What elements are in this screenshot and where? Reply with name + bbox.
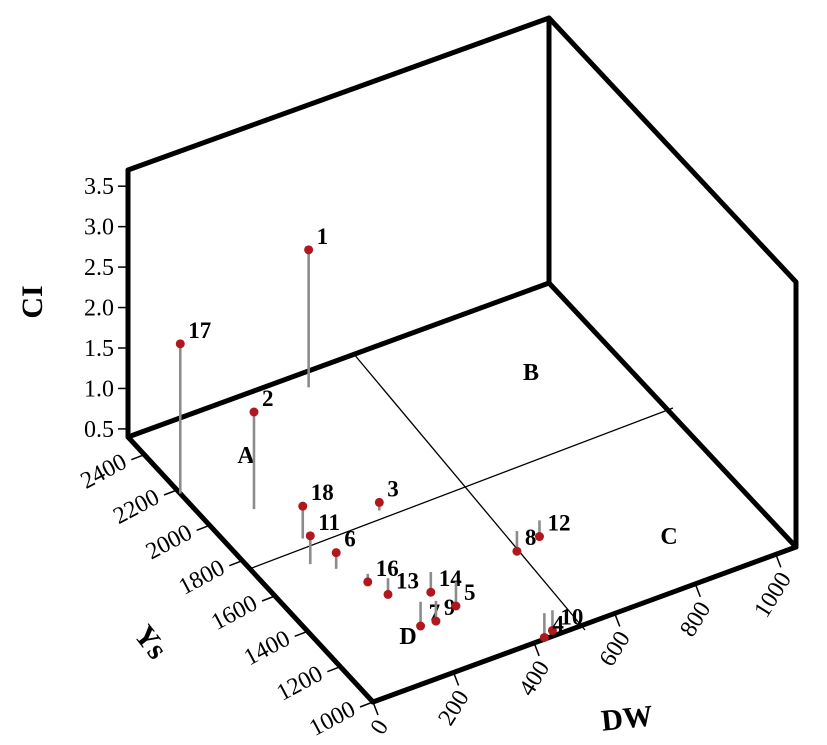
ys-tick <box>359 701 374 708</box>
dw-tick-label: 400 <box>514 656 555 700</box>
ys-tick <box>196 524 210 532</box>
ci-tick-label: 2.5 <box>84 255 114 281</box>
ys-tick <box>327 665 341 673</box>
point-label: 16 <box>376 556 399 581</box>
region-label-a: A <box>237 443 255 469</box>
ci-tick-label: 1.0 <box>84 376 114 402</box>
ci-tick-label: 1.5 <box>84 336 114 362</box>
data-point <box>331 548 341 558</box>
dw-tick-label: 1000 <box>749 568 796 622</box>
ys-tick <box>294 630 308 638</box>
ys-axis-title: Ys <box>127 619 174 666</box>
divider-dw-line <box>352 352 586 631</box>
floor-front-right-edge <box>370 544 799 705</box>
point-label: 13 <box>396 568 419 593</box>
dw-axis-title: DW <box>600 699 655 737</box>
region-label-c: C <box>660 524 677 550</box>
back-wall-left-edge <box>125 15 552 440</box>
dw-tick-label: 0 <box>366 715 394 739</box>
ys-tick-label: 1400 <box>240 626 295 671</box>
ci-tick-label: 0.5 <box>84 417 114 443</box>
data-point <box>304 245 314 255</box>
dw-tick <box>533 642 540 657</box>
dw-tick-label: 800 <box>675 597 716 641</box>
ys-tick-label: 1600 <box>207 590 262 635</box>
point-label: 10 <box>560 604 583 629</box>
ys-tick-label: 2200 <box>109 484 164 529</box>
point-label: 2 <box>262 386 274 411</box>
point-label: 9 <box>444 595 456 620</box>
dw-tick <box>372 701 379 716</box>
ys-tick-label: 2000 <box>142 520 197 565</box>
dw-tick <box>614 613 621 627</box>
point-label: 7 <box>429 600 441 625</box>
divider-ys-line <box>251 407 674 569</box>
data-point <box>175 339 185 349</box>
point-label: 1 <box>317 224 329 249</box>
data-point <box>534 532 544 542</box>
point-label: 14 <box>439 566 463 591</box>
ci-tick-label: 2.0 <box>84 296 114 322</box>
data-point <box>298 501 308 511</box>
point-label: 4 <box>552 611 564 636</box>
dw-tick <box>694 583 701 598</box>
data-point <box>249 407 259 417</box>
ys-tick <box>163 489 178 496</box>
point-label: 18 <box>311 480 334 505</box>
data-point <box>305 531 315 541</box>
floor-back-right-edge <box>546 280 799 550</box>
point-label: 8 <box>525 525 537 550</box>
data-point <box>363 577 373 587</box>
ci-axis-title: CI <box>16 285 49 318</box>
data-point <box>512 546 522 556</box>
ci-axis: 0.5 1.0 1.5 2.0 2.5 3.0 3.5 <box>84 174 128 443</box>
ci-tick-label: 3.0 <box>84 215 114 241</box>
back-wall-right-edge <box>546 15 799 550</box>
dw-tick-label: 600 <box>595 627 636 671</box>
floor-front-left-edge <box>125 434 376 705</box>
data-point <box>539 632 549 642</box>
point-label: 11 <box>318 510 340 535</box>
point-label: 6 <box>344 527 356 552</box>
ys-tick-label: 2400 <box>77 449 132 494</box>
data-point <box>416 621 426 631</box>
data-point <box>547 625 557 635</box>
point-label: 5 <box>464 580 476 605</box>
ys-tick-label: 1800 <box>175 555 230 600</box>
dw-tick <box>775 554 782 568</box>
dw-tick-label: 200 <box>434 686 475 730</box>
data-point <box>451 601 461 611</box>
ys-tick <box>131 453 145 461</box>
region-label-b: B <box>523 360 539 386</box>
ys-tick-label: 1000 <box>305 696 360 741</box>
data-point <box>383 589 393 599</box>
point-label: 3 <box>387 476 399 501</box>
ys-tick-label: 1200 <box>273 661 328 706</box>
data-point <box>426 587 436 597</box>
ys-tick <box>229 559 243 567</box>
data-point <box>374 497 384 507</box>
region-label-d: D <box>399 624 416 650</box>
point-label: 12 <box>547 511 570 536</box>
dw-tick <box>452 672 460 686</box>
ci-tick-label: 3.5 <box>84 174 114 200</box>
ys-tick <box>261 595 276 602</box>
floor-back-left-edge <box>125 280 552 440</box>
point-label: 17 <box>188 318 211 343</box>
data-point <box>431 616 441 626</box>
